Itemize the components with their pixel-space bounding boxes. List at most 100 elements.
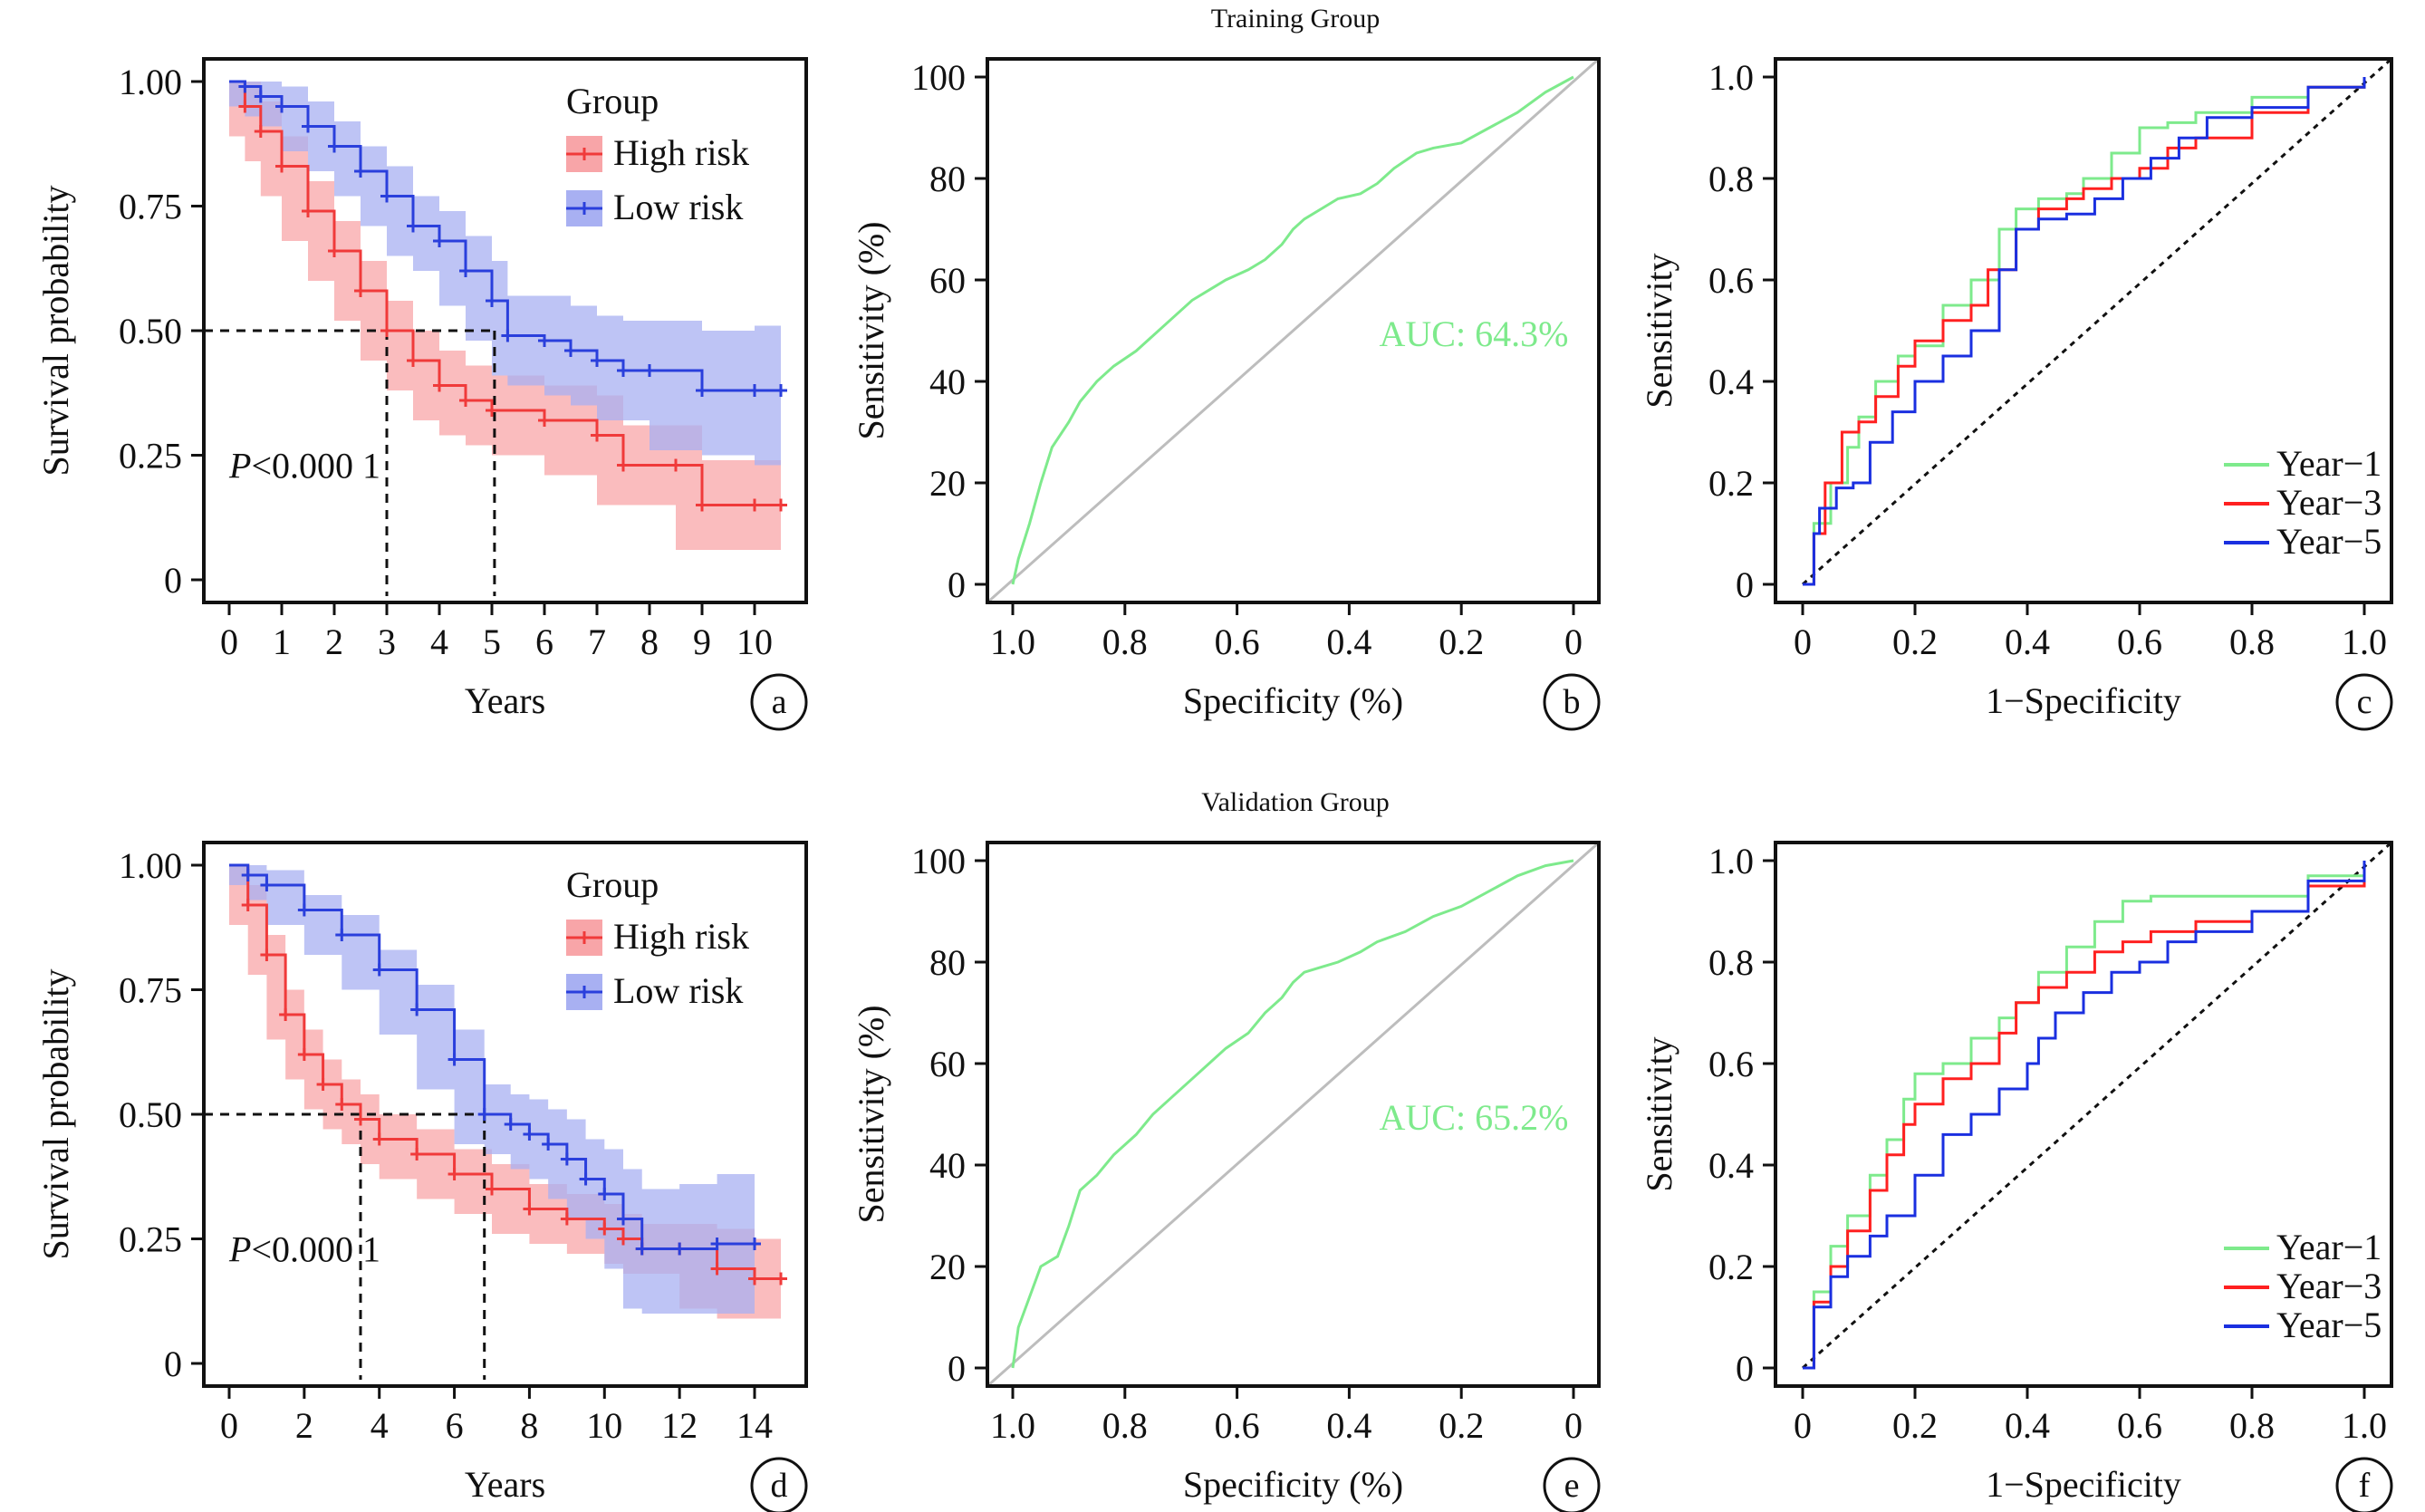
censor-mark [486,294,498,307]
censor-mark [410,1003,424,1016]
legend-label: Year−3 [2276,1266,2382,1306]
x-axis-label: 1−Specificity [1986,1464,2181,1505]
y-tick-label: 20 [929,1247,966,1287]
legend-marker [578,931,591,944]
y-tick-label: 0.2 [1708,1247,1754,1287]
y-tick-label: 80 [929,159,966,199]
reference-diagonal [1802,841,2392,1370]
x-tick-label: 1 [273,621,291,662]
censor-mark [316,1078,330,1091]
x-axis-label: Specificity (%) [1183,1464,1403,1505]
x-tick-label: 0 [1794,1405,1812,1446]
roc-curve-year5 [1803,77,2366,586]
censor-mark [302,120,314,133]
panel-letter-circle [1543,1457,1601,1512]
survival-curve-high [229,80,781,506]
censor-mark [302,205,314,217]
panel-letter-circle [2335,1457,2393,1512]
y-tick-label: 40 [929,1145,966,1186]
legend-title: Group [566,81,659,121]
censor-mark [238,100,252,113]
x-tick-label: 0 [220,1405,238,1446]
x-tick-label: 4 [430,621,448,662]
y-tick-label: 0 [948,564,966,605]
censor-mark [696,384,708,397]
group-title-validation: Validation Group [1201,787,1389,817]
y-tick-label: 1.0 [1708,57,1754,98]
y-axis-label: Survival probability [35,185,76,476]
x-tick-label: 10 [586,1405,622,1446]
y-tick-label: 0 [164,1343,182,1384]
y-tick-label: 0 [948,1348,966,1389]
censor-mark [335,1098,349,1111]
y-tick-label: 1.0 [1708,841,1754,881]
censor-mark [523,1128,536,1141]
censor-mark [696,498,708,512]
x-tick-label: 8 [520,1405,538,1446]
reference-diagonal [986,57,1600,604]
panel-letter-circle [2335,673,2393,731]
censor-mark [279,1008,293,1021]
y-tick-label: 20 [929,463,966,504]
panel-letter-circle [750,673,808,731]
panel-letter: f [2359,1467,2371,1505]
x-tick-label: 0.6 [1215,1405,1260,1446]
x-tick-label: 0.4 [2005,1405,2050,1446]
censor-mark [241,899,255,911]
panel-letter-circle [750,1457,808,1512]
x-tick-label: 0.4 [1326,621,1371,662]
panel-letter: a [772,683,787,721]
legend-label: Year−5 [2276,521,2382,562]
reference-diagonal [986,841,1600,1388]
x-tick-label: 2 [295,1405,313,1446]
legend-label: Year−5 [2276,1305,2382,1345]
panel-letter: b [1564,683,1581,721]
y-tick-label: 0.6 [1708,260,1754,301]
x-tick-label: 4 [370,1405,389,1446]
censor-mark [598,1222,611,1236]
x-tick-label: 0.8 [1102,621,1148,662]
censor-mark [486,404,498,417]
y-tick-label: 0.8 [1708,159,1754,199]
plot-frame [986,57,1601,604]
x-axis-label: Specificity (%) [1183,680,1403,721]
censor-mark [617,458,630,472]
censor-mark [254,90,267,103]
censor-mark [297,1048,311,1061]
censor-mark [591,429,603,442]
censor-mark [238,80,252,93]
roc-curve [1011,75,1574,585]
censor-mark [328,140,341,153]
x-tick-label: 0.6 [1215,621,1260,662]
censor-mark [410,1148,424,1160]
censor-mark [523,1202,536,1216]
legend-label: Year−3 [2276,482,2382,523]
censor-mark [260,879,274,891]
censor-mark [538,414,551,427]
group-title-training: Training Group [1211,4,1380,34]
censor-mark [710,1262,724,1276]
y-axis-label: Sensitivity (%) [851,1005,891,1223]
y-tick-label: 0.6 [1708,1044,1754,1084]
y-tick-label: 80 [929,942,966,983]
censor-mark [775,1272,787,1286]
x-tick-label: 9 [693,621,711,662]
x-tick-label: 0.4 [2005,621,2050,662]
y-tick-label: 1.00 [119,845,182,886]
censor-mark [380,189,393,203]
y-tick-label: 0.75 [119,970,182,1011]
x-tick-label: 6 [446,1405,464,1446]
censor-mark [560,1212,573,1226]
auc-label: AUC: 64.3% [1380,313,1569,354]
panel-d-km-validation: P<0.000 1 Group High risk Low risk 0 2 4 6 8 10 12… [35,841,808,1512]
plot-frame [986,841,1601,1388]
y-axis-label: Sensitivity [1639,1036,1679,1191]
censor-mark [598,1188,611,1200]
censor-mark [407,354,419,367]
x-tick-label: 1.0 [2342,621,2387,662]
censor-mark [477,1108,491,1121]
censor-mark [748,1272,761,1286]
y-tick-label: 0.75 [119,187,182,227]
